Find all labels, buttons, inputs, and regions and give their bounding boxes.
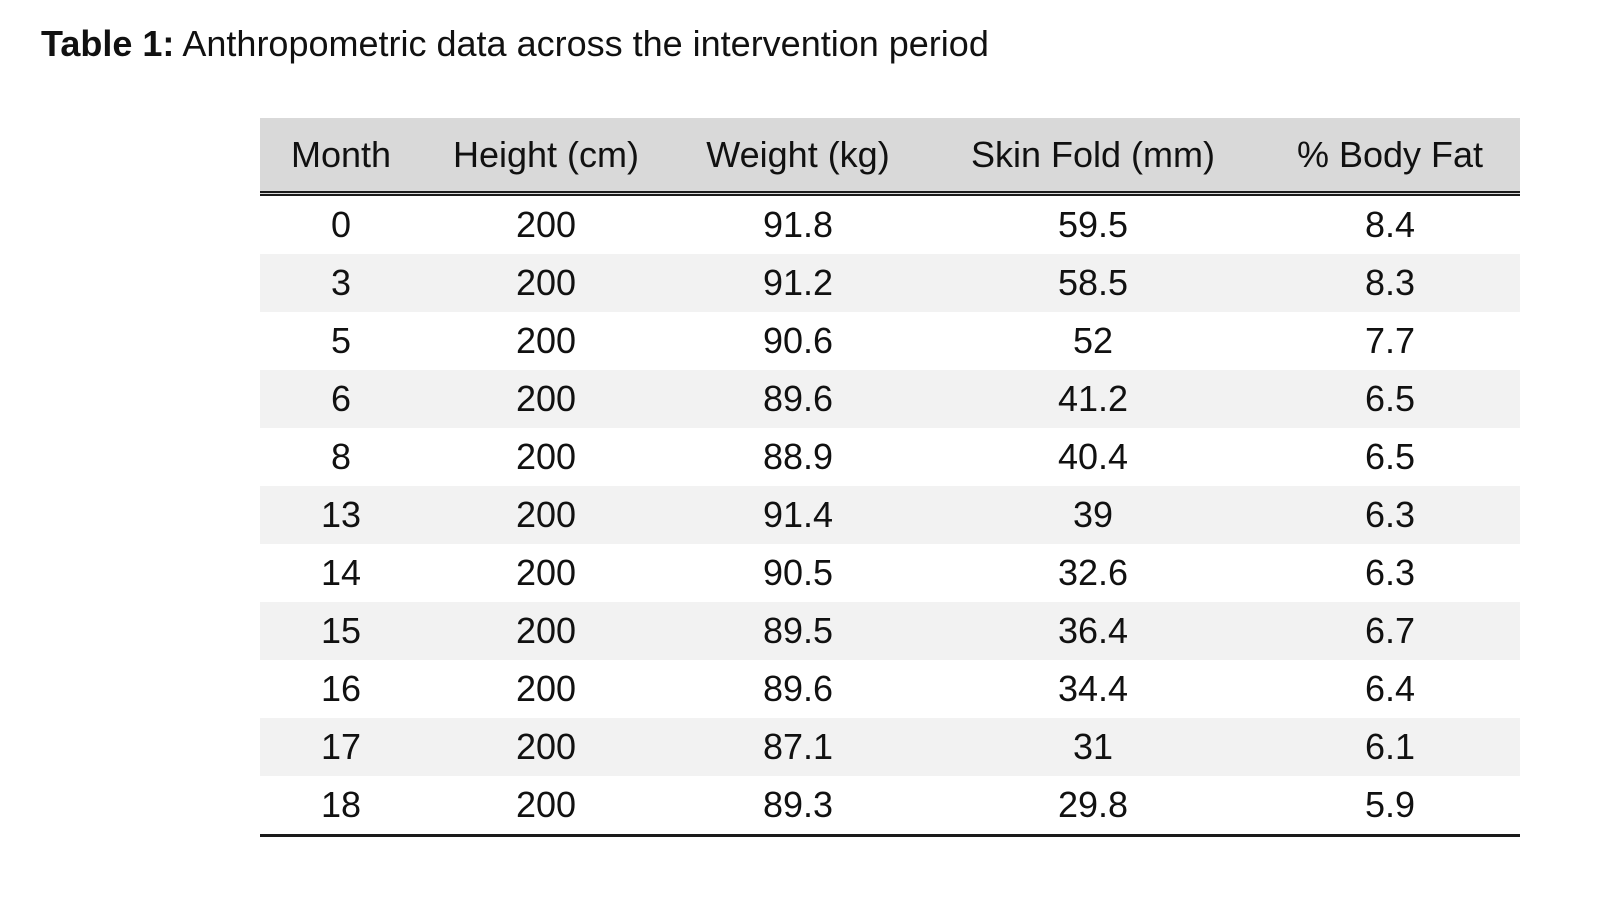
table-row: 8 200 88.9 40.4 6.5	[260, 428, 1520, 486]
table-row: 17 200 87.1 31 6.1	[260, 718, 1520, 776]
cell-body-fat: 8.3	[1260, 254, 1520, 312]
header-body-fat: % Body Fat	[1260, 118, 1520, 196]
cell-height: 200	[515, 436, 577, 477]
data-table-container: Month Height (cm) Weight (kg) Skin Fold …	[260, 118, 1520, 837]
table-row: 15 200 89.5 36.4 6.7	[260, 602, 1520, 660]
cell-body-fat: 6.4	[1364, 668, 1416, 709]
cell-weight: 89.3	[670, 776, 926, 837]
cell-month: 5	[330, 320, 352, 361]
header-height: Height (cm)	[422, 118, 670, 196]
cell-month: 13	[260, 486, 422, 544]
cell-height: 200	[515, 552, 577, 593]
cell-height: 200	[422, 718, 670, 776]
cell-weight: 91.8	[762, 204, 834, 245]
caption-label: Table 1:	[41, 23, 175, 64]
cell-weight: 91.4	[670, 486, 926, 544]
table-row: 13 200 91.4 39 6.3	[260, 486, 1520, 544]
header-weight: Weight (kg)	[670, 118, 926, 196]
cell-body-fat: 6.3	[1364, 552, 1416, 593]
table-row: 6 200 89.6 41.2 6.5	[260, 370, 1520, 428]
cell-month: 6	[260, 370, 422, 428]
cell-weight: 89.6	[670, 370, 926, 428]
cell-weight: 91.2	[670, 254, 926, 312]
header-month: Month	[260, 118, 422, 196]
cell-month: 17	[260, 718, 422, 776]
cell-height: 200	[422, 486, 670, 544]
cell-month: 3	[260, 254, 422, 312]
cell-body-fat: 6.1	[1260, 718, 1520, 776]
cell-body-fat: 6.7	[1260, 602, 1520, 660]
cell-skin-fold: 31	[926, 718, 1260, 776]
cell-month: 14	[320, 552, 362, 593]
cell-body-fat: 7.7	[1364, 320, 1416, 361]
cell-month: 8	[330, 436, 352, 477]
cell-skin-fold: 36.4	[926, 602, 1260, 660]
table-row: 3 200 91.2 58.5 8.3	[260, 254, 1520, 312]
header-row: Month Height (cm) Weight (kg) Skin Fold …	[260, 118, 1520, 196]
table-row: 5 200 90.6 52 7.7	[260, 312, 1520, 370]
anthropometric-table: Month Height (cm) Weight (kg) Skin Fold …	[260, 118, 1520, 837]
cell-weight: 88.9	[762, 436, 834, 477]
cell-weight: 87.1	[670, 718, 926, 776]
cell-height: 200	[515, 668, 577, 709]
table-caption: Table 1: Anthropometric data across the …	[41, 20, 989, 68]
cell-weight: 90.5	[762, 552, 834, 593]
cell-height: 200	[422, 370, 670, 428]
cell-height: 200	[422, 254, 670, 312]
table-header: Month Height (cm) Weight (kg) Skin Fold …	[260, 118, 1520, 196]
table-row: 18 200 89.3 29.8 5.9	[260, 776, 1520, 837]
cell-skin-fold: 59.5	[1057, 204, 1129, 245]
cell-skin-fold: 32.6	[1057, 552, 1129, 593]
cell-body-fat: 6.5	[1364, 436, 1416, 477]
cell-month: 18	[260, 776, 422, 837]
caption-text: Anthropometric data across the intervent…	[174, 23, 989, 64]
cell-height: 200	[515, 320, 577, 361]
cell-skin-fold: 41.2	[926, 370, 1260, 428]
table-body: 0 200 91.8 59.5 8.4 3 200 91.2 58.5 8.3 …	[260, 194, 1520, 837]
table-row: 14 200 90.5 32.6 6.3	[260, 544, 1520, 602]
cell-skin-fold: 58.5	[926, 254, 1260, 312]
cell-skin-fold: 52	[1072, 320, 1114, 361]
cell-weight: 89.5	[670, 602, 926, 660]
cell-body-fat: 5.9	[1260, 776, 1520, 837]
cell-skin-fold: 29.8	[926, 776, 1260, 837]
header-skin-fold: Skin Fold (mm)	[926, 118, 1260, 196]
cell-skin-fold: 40.4	[1057, 436, 1129, 477]
cell-month: 15	[260, 602, 422, 660]
cell-skin-fold: 39	[926, 486, 1260, 544]
cell-month: 0	[330, 204, 352, 245]
cell-weight: 90.6	[762, 320, 834, 361]
cell-skin-fold: 34.4	[1057, 668, 1129, 709]
cell-body-fat: 6.5	[1260, 370, 1520, 428]
cell-body-fat: 8.4	[1364, 204, 1416, 245]
cell-height: 200	[422, 602, 670, 660]
cell-month: 16	[320, 668, 362, 709]
cell-body-fat: 6.3	[1260, 486, 1520, 544]
cell-height: 200	[515, 204, 577, 245]
cell-weight: 89.6	[762, 668, 834, 709]
table-row: 16 200 89.6 34.4 6.4	[260, 660, 1520, 718]
table-row: 0 200 91.8 59.5 8.4	[260, 194, 1520, 255]
cell-height: 200	[422, 776, 670, 837]
